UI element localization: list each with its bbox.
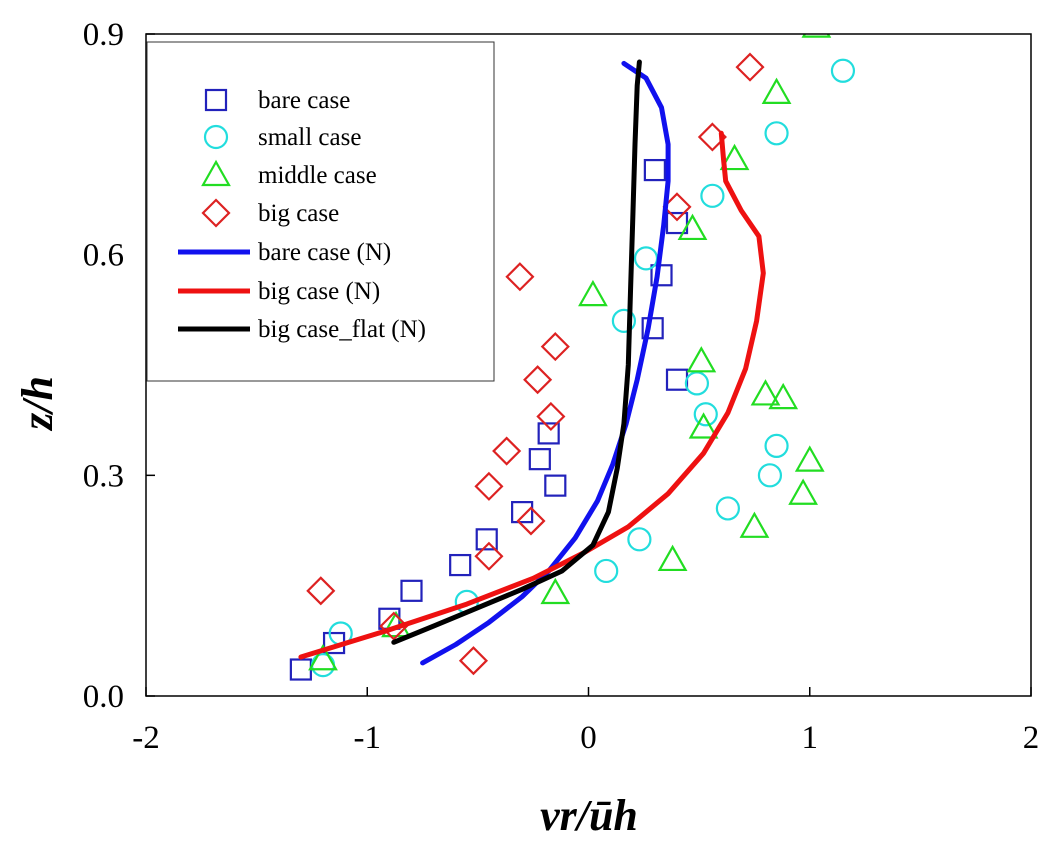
series-layer: [289, 34, 856, 681]
legend-label: bare case: [258, 87, 350, 114]
data-point: [677, 213, 708, 241]
x-axis-title: vr/ūh: [540, 791, 638, 840]
data-point: [540, 332, 570, 362]
data-point: [764, 121, 789, 146]
data-point: [788, 478, 818, 505]
series-line: [298, 130, 766, 660]
x-tick-label: 1: [802, 720, 819, 756]
series-3: [306, 52, 765, 676]
legend-entry: bare case (N): [178, 239, 391, 266]
legend-entry: big case: [201, 198, 339, 228]
data-point: [650, 264, 673, 287]
data-point: [739, 511, 770, 538]
legend-label: middle case: [258, 162, 377, 189]
data-point: [761, 77, 792, 104]
data-point: [686, 346, 717, 373]
data-point: [594, 558, 619, 584]
x-tick-label: 0: [580, 720, 597, 756]
y-tick-label: 0.0: [83, 679, 124, 715]
x-tick-label: -1: [354, 720, 382, 756]
data-point: [516, 506, 546, 536]
data-point: [665, 368, 689, 391]
legend-entry: middle case: [201, 159, 377, 189]
series-4: [420, 60, 671, 666]
data-point: [719, 143, 750, 171]
y-tick-label: 0.6: [83, 238, 124, 274]
data-point: [379, 611, 409, 641]
data-point: [700, 183, 725, 208]
data-point: [528, 448, 551, 471]
data-point: [540, 577, 571, 605]
series-6: [391, 59, 642, 645]
legend-marker: [204, 88, 228, 112]
series-1: [310, 58, 856, 678]
data-point: [768, 382, 799, 410]
series-2: [308, 34, 832, 671]
data-point: [801, 34, 832, 38]
legend-marker: [201, 198, 231, 228]
legend-entry: big case (N): [178, 278, 380, 305]
data-point: [794, 445, 825, 472]
legend: bare case small case middle case big case ba…: [146, 41, 495, 382]
data-point: [308, 643, 338, 671]
data-point: [750, 379, 781, 406]
data-point: [511, 501, 534, 524]
data-point: [475, 528, 498, 551]
data-point: [536, 401, 566, 432]
data-point: [537, 422, 560, 445]
legend-label: small case: [258, 124, 361, 151]
data-point: [715, 496, 740, 521]
ticks-layer: -2 -1 0 1 2 0.0 0.3 0.6 0.9: [83, 17, 1040, 756]
y-tick-label: 0.3: [83, 458, 124, 494]
data-point: [643, 158, 666, 182]
data-point: [289, 658, 312, 681]
y-tick-label: 0.9: [83, 17, 124, 53]
x-tick-label: 2: [1023, 720, 1040, 756]
data-point: [492, 436, 522, 466]
data-point: [544, 474, 567, 497]
data-point: [474, 541, 504, 571]
legend-entry: big case_flat (N): [178, 316, 426, 343]
data-point: [657, 544, 688, 572]
data-point: [735, 52, 765, 82]
data-point: [830, 58, 856, 83]
data-point: [474, 471, 504, 501]
data-point: [665, 211, 689, 235]
data-point: [627, 527, 652, 552]
data-point: [611, 308, 637, 333]
series-line: [420, 60, 671, 666]
legend-marker: [203, 124, 229, 150]
data-point: [693, 402, 718, 427]
series-0: [289, 158, 689, 681]
data-point: [310, 653, 336, 678]
data-point: [757, 463, 783, 488]
data-point: [523, 365, 553, 395]
data-point: [449, 553, 472, 577]
legend-entry: small case: [203, 124, 361, 151]
series-5: [298, 130, 766, 660]
data-point: [633, 246, 659, 271]
data-point: [505, 262, 535, 292]
legend-entry: bare case: [204, 87, 350, 114]
data-point: [306, 576, 336, 606]
x-tick-label: -2: [132, 720, 160, 756]
legend-label: bare case (N): [258, 239, 391, 266]
data-point: [688, 412, 719, 439]
series-line: [391, 59, 642, 645]
data-point: [400, 579, 423, 602]
legend-marker: [201, 159, 231, 187]
data-point: [764, 433, 789, 459]
legend-label: big case (N): [258, 278, 380, 305]
data-point: [641, 317, 664, 340]
data-point: [458, 646, 489, 676]
data-point: [578, 279, 608, 307]
data-point: [684, 371, 710, 396]
legend-label: big case: [258, 200, 339, 227]
legend-label: big case_flat (N): [258, 316, 426, 343]
y-axis-title: z/h: [13, 376, 62, 432]
